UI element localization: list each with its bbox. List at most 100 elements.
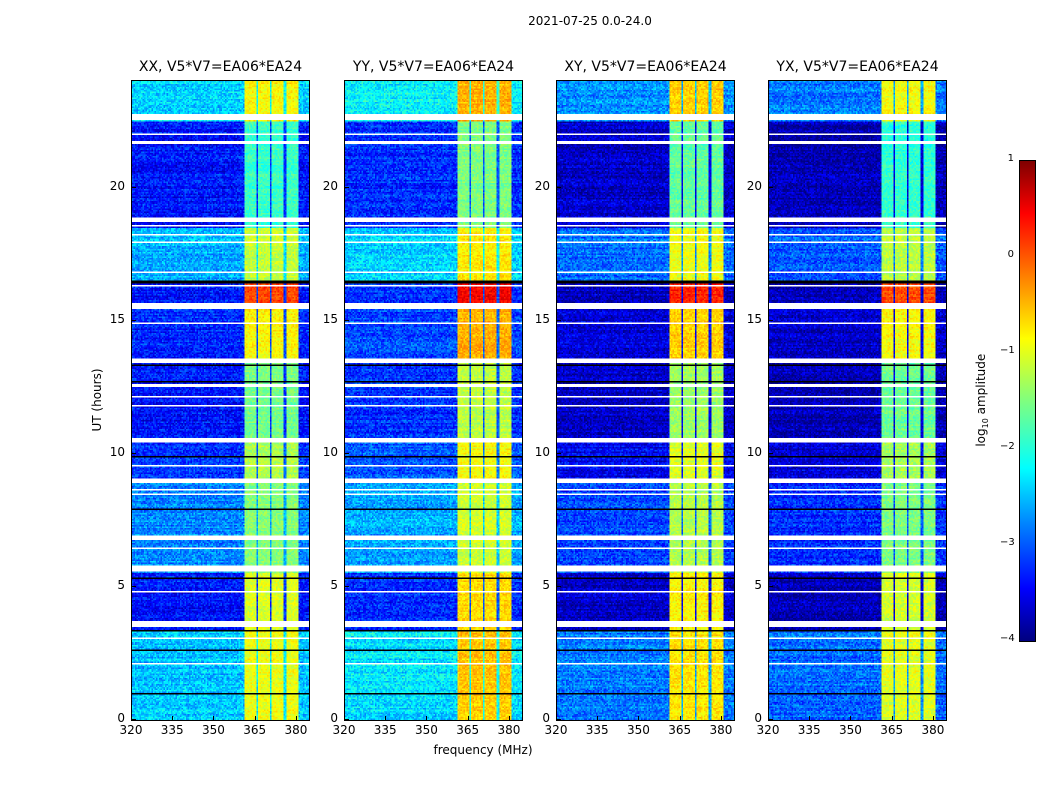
y-tick-label: 10 [109,444,125,459]
colorbar-tick-label: 1 [1007,153,1014,164]
y-tick-label: 15 [534,311,550,326]
y-tick-mark [557,585,561,587]
x-tick-mark [467,716,469,720]
y-tick-mark [769,719,773,720]
x-tick-label: 365 [456,723,480,737]
colorbar-label: log10 amplitude [974,350,990,450]
y-tick-label: 10 [322,444,338,459]
colorbar-tick-label: −3 [1000,537,1015,548]
x-tick-mark [131,716,132,720]
x-tick-label: 365 [243,723,267,737]
y-tick-mark [557,186,561,188]
y-tick-mark [132,319,136,321]
y-tick-mark [769,186,773,188]
x-tick-mark [556,716,557,720]
y-tick-label: 0 [330,711,338,725]
y-tick-label: 20 [109,178,125,193]
y-tick-label: 10 [746,444,762,459]
y-tick-label: 20 [322,178,338,193]
y-tick-label: 5 [330,577,338,592]
x-axis-label: frequency (MHz) [433,743,533,757]
y-tick-label: 5 [754,577,762,592]
colorbar-tick-label: 0 [1007,249,1014,260]
colorbar-tick-label: −2 [1000,441,1015,452]
x-tick-mark [891,716,893,720]
y-tick-mark [345,186,349,188]
panel-title: XY, V5*V7=EA06*EA24 [564,59,727,75]
x-tick-label: 380 [497,723,521,737]
x-tick-mark [213,716,215,720]
x-tick-mark [679,716,681,720]
y-tick-label: 15 [746,311,762,326]
y-axis-label: UT (hours) [90,368,104,432]
y-tick-label: 15 [322,311,338,326]
y-tick-mark [557,452,561,454]
y-tick-mark [769,319,773,321]
y-tick-label: 5 [542,577,550,592]
x-tick-label: 350 [627,723,650,737]
spectrogram-panel-3: XY, V5*V7=EA06*EA24 [556,59,735,721]
y-tick-label: 20 [746,178,762,193]
figure-title: 2021-07-25 0.0-24.0 [528,14,652,28]
y-tick-mark [557,719,561,720]
heatmap-image [132,81,309,720]
colorbar-label-rest: amplitude [973,353,988,419]
y-tick-mark [769,452,773,454]
y-tick-mark [345,585,349,587]
colorbar-tick-label: −1 [1000,345,1015,356]
x-tick-mark [254,716,256,720]
colorbar-label-main: log [973,428,988,447]
heatmap-image [345,81,522,720]
x-tick-mark [932,716,934,720]
y-tick-mark [345,719,349,720]
x-tick-label: 320 [119,723,143,737]
y-tick-mark [132,719,136,720]
x-tick-label: 350 [202,723,225,737]
x-tick-mark [508,716,510,720]
colorbar [1019,160,1036,642]
y-tick-label: 10 [534,444,550,459]
y-tick-label: 0 [117,711,125,725]
x-tick-label: 335 [585,723,609,737]
x-tick-label: 335 [373,723,397,737]
panel-title: YX, V5*V7=EA06*EA24 [776,59,939,75]
x-tick-mark [172,716,174,720]
x-tick-label: 335 [797,723,821,737]
y-tick-label: 20 [534,178,550,193]
x-tick-label: 320 [544,723,568,737]
panel-title: YY, V5*V7=EA06*EA24 [352,59,515,75]
y-tick-mark [132,186,136,188]
y-tick-label: 5 [117,577,125,592]
x-tick-mark [768,716,769,720]
y-tick-mark [345,452,349,454]
spectrogram-panel-2: YY, V5*V7=EA06*EA24 [344,59,523,721]
x-tick-mark [720,716,722,720]
x-tick-mark [344,716,345,720]
x-tick-mark [597,716,599,720]
y-tick-mark [769,585,773,587]
x-tick-label: 365 [668,723,692,737]
y-tick-mark [557,319,561,321]
x-tick-mark [850,716,852,720]
x-tick-label: 380 [709,723,733,737]
panel-title: XX, V5*V7=EA06*EA24 [138,59,303,75]
y-tick-label: 0 [542,711,550,725]
y-tick-label: 0 [754,711,762,725]
x-tick-label: 335 [160,723,184,737]
x-tick-mark [295,716,297,720]
heatmap-image [769,81,946,720]
x-tick-label: 320 [332,723,356,737]
x-tick-label: 380 [921,723,945,737]
x-tick-mark [809,716,811,720]
spectrogram-panel-1: XX, V5*V7=EA06*EA24 [131,59,310,721]
y-tick-mark [345,319,349,321]
x-tick-label: 350 [415,723,438,737]
x-tick-label: 320 [756,723,780,737]
x-tick-label: 380 [284,723,308,737]
x-tick-label: 350 [839,723,862,737]
spectrogram-panel-4: YX, V5*V7=EA06*EA24 [768,59,947,721]
y-tick-label: 15 [109,311,125,326]
y-tick-mark [132,452,136,454]
colorbar-label-sub: 10 [981,418,991,429]
